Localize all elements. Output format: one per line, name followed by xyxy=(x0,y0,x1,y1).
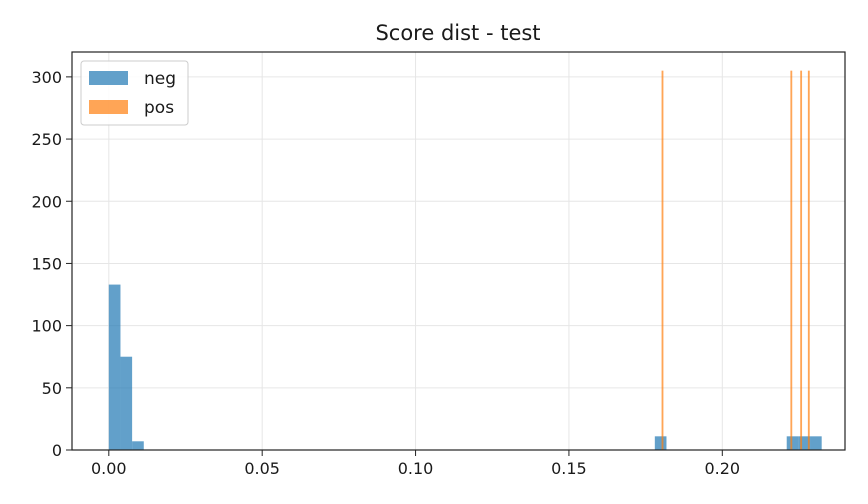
bar-neg xyxy=(108,284,121,450)
bar-neg xyxy=(798,436,811,450)
chart-title: Score dist - test xyxy=(375,21,540,45)
x-tick-label: 0.10 xyxy=(398,459,434,478)
legend-swatch-pos xyxy=(89,100,128,114)
x-tick-label: 0.20 xyxy=(704,459,740,478)
y-tick-label: 100 xyxy=(31,317,62,336)
bar-pos xyxy=(800,70,803,450)
y-tick-label: 300 xyxy=(31,68,62,87)
bar-neg xyxy=(786,436,799,450)
bar-neg xyxy=(654,436,667,450)
bar-pos xyxy=(790,70,793,450)
x-tick-label: 0.15 xyxy=(551,459,587,478)
legend: neg pos xyxy=(80,60,189,126)
bars xyxy=(108,70,822,450)
x-tick-label: 0.05 xyxy=(244,459,280,478)
bar-neg xyxy=(120,356,133,450)
y-tick-label: 250 xyxy=(31,130,62,149)
y-tick-label: 0 xyxy=(52,441,62,460)
bar-neg xyxy=(810,436,822,450)
legend-label-pos: pos xyxy=(144,98,174,118)
y-axis: 0 50 100 150 200 250 300 xyxy=(31,68,72,460)
bar-pos xyxy=(807,70,810,450)
legend-label-neg: neg xyxy=(144,69,176,89)
y-tick-label: 200 xyxy=(31,192,62,211)
plot-frame xyxy=(71,51,846,451)
legend-swatch-neg xyxy=(89,71,128,85)
bar-neg xyxy=(132,441,144,450)
x-axis: 0.00 0.05 0.10 0.15 0.20 xyxy=(91,450,740,478)
y-tick-label: 50 xyxy=(42,379,62,398)
y-tick-label: 150 xyxy=(31,254,62,273)
x-tick-label: 0.00 xyxy=(91,459,127,478)
bar-pos xyxy=(661,70,664,450)
